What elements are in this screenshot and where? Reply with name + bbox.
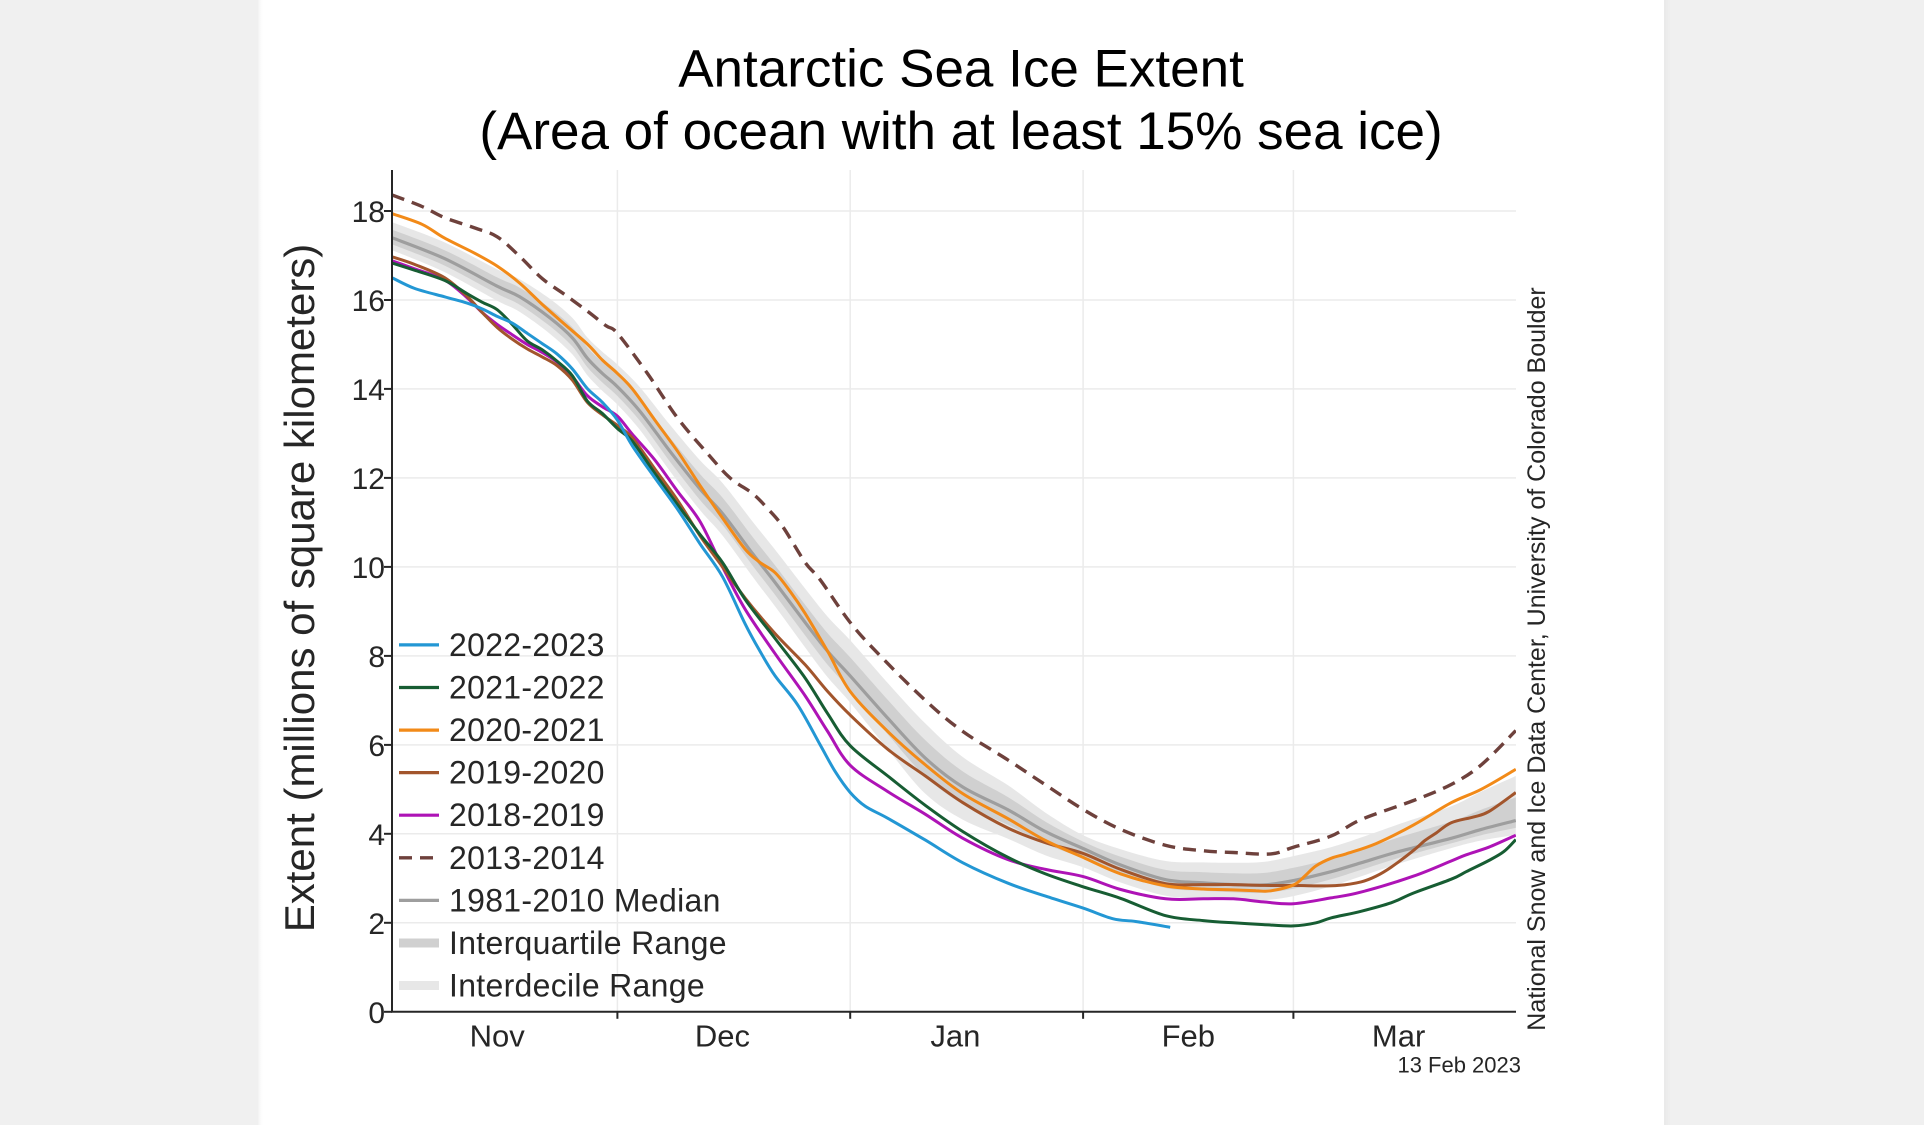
svg-text:2018-2019: 2018-2019 xyxy=(449,797,605,833)
svg-text:National Snow and Ice Data Cen: National Snow and Ice Data Center, Unive… xyxy=(1523,287,1551,1030)
svg-text:13 Feb 2023: 13 Feb 2023 xyxy=(1397,1053,1521,1078)
svg-text:Antarctic Sea Ice Extent: Antarctic Sea Ice Extent xyxy=(678,40,1244,99)
svg-text:6: 6 xyxy=(368,730,385,763)
svg-text:Jan: Jan xyxy=(930,1019,980,1054)
svg-text:2013-2014: 2013-2014 xyxy=(449,840,605,876)
svg-text:18: 18 xyxy=(352,196,385,229)
svg-text:(Area of ocean with at least 1: (Area of ocean with at least 15% sea ice… xyxy=(479,102,1442,161)
svg-text:2: 2 xyxy=(368,908,385,941)
svg-text:Dec: Dec xyxy=(695,1019,750,1054)
svg-text:8: 8 xyxy=(368,641,385,674)
svg-text:Nov: Nov xyxy=(470,1019,526,1054)
svg-text:Interquartile Range: Interquartile Range xyxy=(449,925,727,961)
svg-text:2020-2021: 2020-2021 xyxy=(449,712,605,748)
svg-text:2019-2020: 2019-2020 xyxy=(449,755,605,791)
svg-text:16: 16 xyxy=(352,285,385,318)
svg-text:2021-2022: 2021-2022 xyxy=(449,670,605,706)
svg-text:Interdecile Range: Interdecile Range xyxy=(449,968,705,1004)
svg-text:Feb: Feb xyxy=(1162,1019,1215,1054)
svg-text:2022-2023: 2022-2023 xyxy=(449,627,605,663)
svg-text:0: 0 xyxy=(368,997,385,1030)
svg-text:10: 10 xyxy=(352,552,385,585)
svg-text:4: 4 xyxy=(368,819,385,852)
svg-text:Mar: Mar xyxy=(1372,1019,1425,1054)
svg-text:12: 12 xyxy=(352,463,385,496)
svg-text:Extent (millions of square kil: Extent (millions of square kilometers) xyxy=(276,244,323,933)
svg-text:1981-2010 Median: 1981-2010 Median xyxy=(449,882,721,918)
svg-text:14: 14 xyxy=(352,374,385,407)
